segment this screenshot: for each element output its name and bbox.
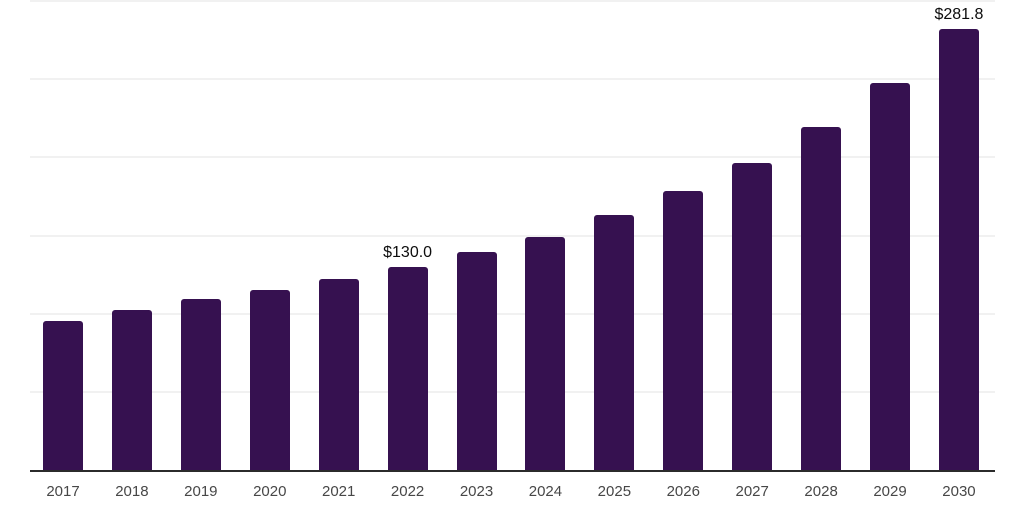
bar-2018 [111,310,152,470]
bar-2029 [870,82,911,470]
x-tick-label-2027: 2027 [735,483,769,500]
bar-2027 [732,162,773,470]
gridline [30,156,995,159]
gridline [30,78,995,81]
bar-2020 [249,290,290,470]
plot-area: $130.0 $281.8 [30,0,995,472]
bar-2026 [663,190,704,470]
bar-value-label-2022: $130.0 [383,243,433,261]
gridline [30,312,995,315]
x-tick-label-2028: 2028 [804,483,838,500]
x-tick-label-2026: 2026 [666,483,700,500]
x-tick-label-2023: 2023 [459,483,494,500]
bar-value-label-2030: $281.8 [934,6,984,24]
x-tick-label-2024: 2024 [528,483,563,500]
gridline [30,234,995,237]
x-axis-line [30,470,995,472]
x-tick-label-2017: 2017 [46,483,80,500]
bar-2021 [318,278,359,470]
x-tick-label-2022: 2022 [390,483,425,500]
gridline [30,390,995,393]
bar-2028 [801,127,842,470]
bar-2017 [43,321,83,470]
gridline [30,0,995,2]
x-tick-label-2029: 2029 [873,483,907,500]
x-tick-label-2019: 2019 [184,483,218,500]
bar-2025 [594,214,635,470]
x-tick-label-2018: 2018 [115,483,149,500]
x-tick-label-2030: 2030 [942,483,976,500]
x-tick-label-2025: 2025 [597,483,632,500]
bar-2023 [456,252,497,470]
bar-2024 [525,236,566,470]
bar-2019 [180,299,221,470]
bar-2022 [387,266,428,470]
bar-2030 [938,29,979,470]
x-tick-label-2021: 2021 [321,483,356,500]
x-tick-label-2020: 2020 [253,483,287,500]
